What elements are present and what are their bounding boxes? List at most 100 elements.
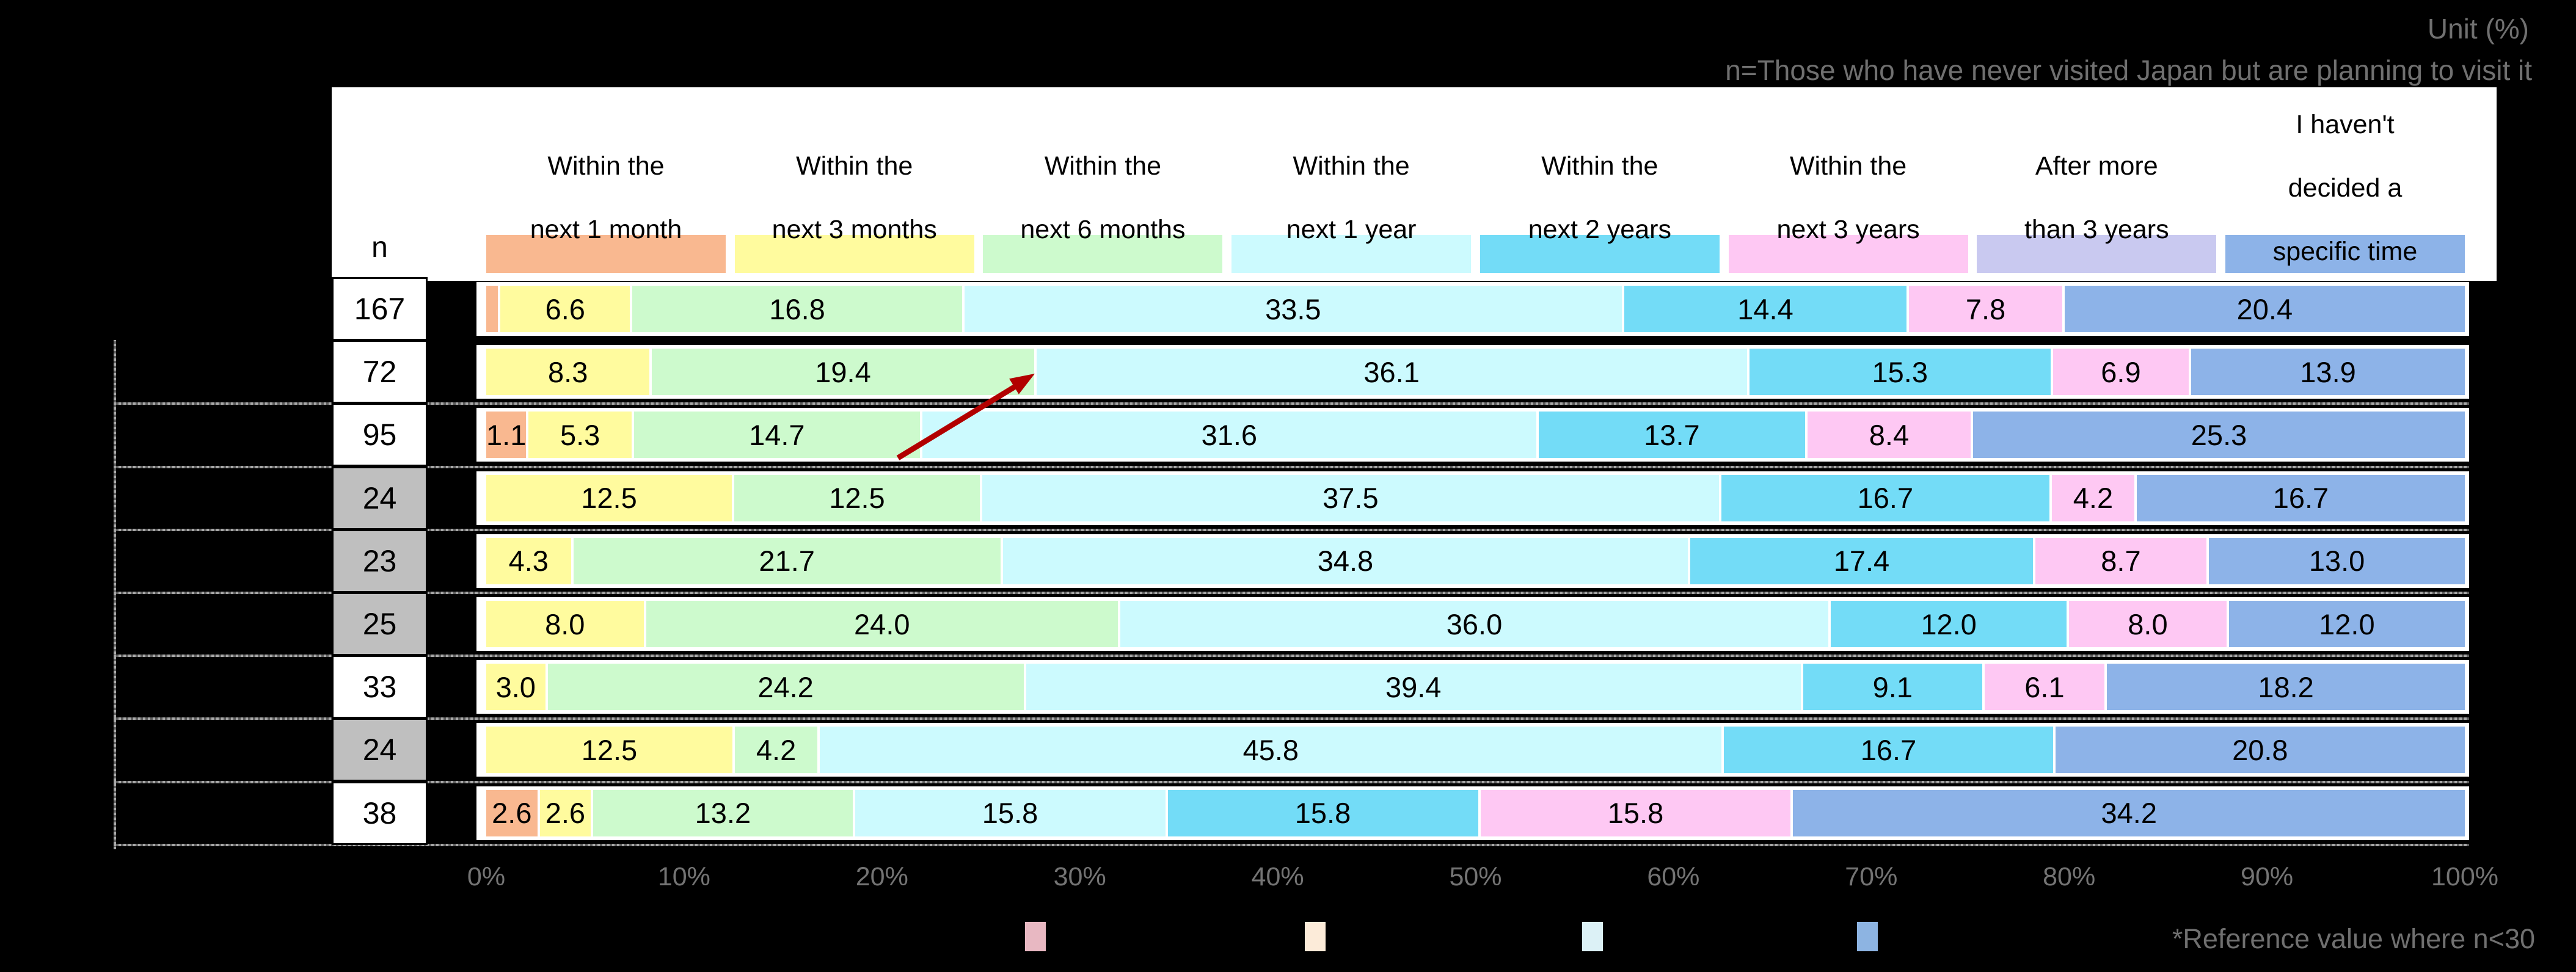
legend-label-line: Within the (547, 151, 665, 181)
bar-segment-y3: 8.4 (1807, 412, 1971, 459)
bar-segment-y2: 15.8 (1167, 789, 1478, 836)
mini-legend-swatch (1025, 922, 1046, 951)
legend-label-line: next 3 years (1776, 215, 1920, 244)
bar-segment-y2: 17.4 (1690, 537, 2033, 584)
n-cell: 24 (332, 466, 428, 530)
row-bars: 8.3 19.4 36.1 15.3 6.9 13.9 (486, 349, 2465, 396)
table-row: 6.6 16.8 33.5 14.4 7.8 20.4 (476, 282, 2469, 336)
table-row: 2.6 2.6 13.2 15.8 15.8 15.8 34.2 (476, 786, 2469, 840)
bar-segment-y1: 45.8 (820, 727, 1722, 774)
n-cell: 95 (332, 403, 428, 467)
bar-segment-nd: 13.0 (2209, 537, 2465, 584)
x-axis-tick: 20% (855, 862, 908, 891)
table-row: 8.3 19.4 36.1 15.3 6.9 13.9 (476, 345, 2469, 399)
bar-segment-nd: 18.2 (2107, 664, 2465, 711)
legend-label-line: next 1 year (1286, 215, 1417, 244)
bar-segment-y2: 15.3 (1749, 349, 2051, 396)
bar-segment-y3: 8.7 (2035, 537, 2207, 584)
row-separator-line (114, 528, 2469, 531)
bar-segment-m6: 16.8 (632, 286, 962, 332)
x-axis-tick: 100% (2431, 862, 2498, 891)
row-bars: 6.6 16.8 33.5 14.4 7.8 20.4 (486, 286, 2465, 332)
bar-segment-nd: 25.3 (1973, 412, 2465, 459)
x-axis-tick: 90% (2241, 862, 2294, 891)
legend-label-line: next 3 months (772, 215, 937, 244)
row-bars: 4.3 21.7 34.8 17.4 8.7 13.0 (486, 537, 2465, 584)
legend-label-line: specific time (2272, 237, 2418, 266)
bar-segment-y1: 37.5 (982, 474, 1719, 521)
row-bars: 1.1 5.3 14.7 31.6 13.7 8.4 25.3 (486, 412, 2465, 459)
legend-swatch-y3 (1728, 235, 1968, 273)
mini-legend-swatch (1857, 922, 1878, 951)
x-axis-tick: 30% (1053, 862, 1106, 891)
row-separator-line (114, 717, 2469, 720)
legend-label-line: Within the (796, 151, 913, 181)
bar-segment-y3: 6.1 (1984, 664, 2105, 711)
row-separator-line (114, 843, 2469, 846)
bar-segment-y1: 31.6 (922, 412, 1536, 459)
x-axis-tick: 60% (1647, 862, 1700, 891)
legend-label-line: next 2 years (1528, 215, 1671, 244)
row-separator-line (114, 465, 2469, 468)
legend-label-line: I haven't (2296, 110, 2395, 139)
bar-segment-m3: 2.6 (539, 789, 591, 836)
n-cell: 38 (332, 781, 428, 845)
bar-segment-m3: 4.3 (486, 537, 571, 584)
bar-segment-y1: 36.1 (1036, 349, 1747, 396)
bar-segment-m1: 2.6 (486, 789, 538, 836)
x-axis-tick: 0% (467, 862, 506, 891)
legend-swatch-y2 (1480, 235, 1720, 273)
table-row: 12.5 12.5 37.5 16.7 4.2 16.7 (476, 471, 2469, 525)
legend-label-line: Within the (1789, 151, 1907, 181)
bar-segment-m3: 12.5 (486, 727, 732, 774)
n-column-header: n (371, 231, 388, 264)
n-cell: 167 (332, 277, 428, 341)
bar-segment-m3: 3.0 (486, 664, 545, 711)
table-row: 1.1 5.3 14.7 31.6 13.7 8.4 25.3 (476, 408, 2469, 462)
n-cell: 23 (332, 529, 428, 593)
legend-label-line: Within the (1044, 151, 1162, 181)
bar-segment-m3: 5.3 (528, 412, 632, 459)
bar-segment-y1: 39.4 (1026, 664, 1801, 711)
bar-segment-y3: 7.8 (1909, 286, 2062, 332)
bar-segment-m6: 21.7 (573, 537, 1001, 584)
table-row: 12.5 4.2 45.8 16.7 20.8 (476, 723, 2469, 777)
bar-segment-y2: 9.1 (1803, 664, 1982, 711)
x-axis-tick: 70% (1845, 862, 1898, 891)
n-cell: 25 (332, 592, 428, 656)
group-bracket-line (114, 340, 116, 849)
bar-segment-m6: 14.7 (633, 412, 920, 459)
bar-segment-y2: 16.7 (1721, 474, 2049, 521)
bar-segment-y2: 13.7 (1538, 412, 1805, 459)
legend-label-line: next 1 month (530, 215, 682, 244)
bar-segment-m3: 8.3 (486, 349, 650, 396)
legend-label-line: Within the (1293, 151, 1410, 181)
x-axis-tick: 80% (2043, 862, 2096, 891)
bar-segment-m1 (486, 286, 498, 332)
x-axis-tick: 40% (1251, 862, 1304, 891)
bar-segment-nd: 13.9 (2191, 349, 2465, 396)
legend-swatch-m6 (983, 235, 1223, 273)
bar-segment-y2: 12.0 (1830, 601, 2067, 647)
bar-segment-m6: 4.2 (734, 727, 818, 774)
bar-segment-m1: 1.1 (486, 412, 527, 459)
bar-segment-y3: 4.2 (2051, 474, 2134, 521)
table-row: 4.3 21.7 34.8 17.4 8.7 13.0 (476, 534, 2469, 588)
legend-label-line: After more (2035, 151, 2158, 181)
legend-swatch-m1 (486, 235, 726, 273)
legend-swatch-m3 (734, 235, 974, 273)
x-axis-tick: 10% (657, 862, 710, 891)
bar-segment-y3: 8.0 (2069, 601, 2227, 647)
bar-segment-m6: 24.2 (547, 664, 1024, 711)
bar-segment-y1: 34.8 (1002, 537, 1688, 584)
row-bars: 12.5 12.5 37.5 16.7 4.2 16.7 (486, 474, 2465, 521)
population-note: n=Those who have never visited Japan but… (1725, 54, 2532, 86)
x-axis-tick: 50% (1449, 862, 1502, 891)
bar-segment-m3: 6.6 (500, 286, 630, 332)
n-cell: 33 (332, 655, 428, 719)
row-bars: 12.5 4.2 45.8 16.7 20.8 (486, 727, 2465, 774)
legend-label-line: Within the (1541, 151, 1658, 181)
bar-segment-m3: 8.0 (486, 601, 644, 647)
mini-legend-swatch (1305, 922, 1326, 951)
